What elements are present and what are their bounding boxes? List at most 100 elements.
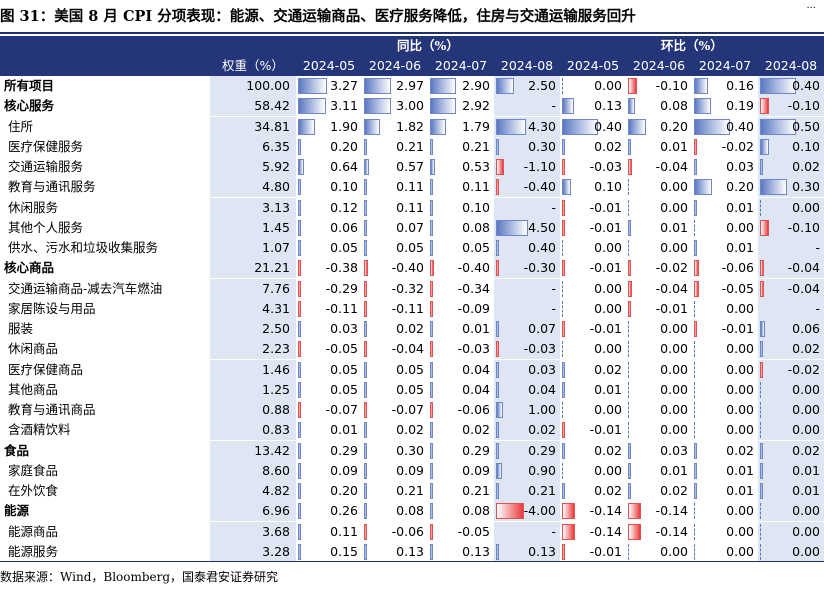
mom-cell: 0.00 [758, 379, 824, 400]
positive-databar [760, 381, 763, 398]
cell-value: 0.00 [594, 78, 622, 93]
row-label: 教育与通讯商品 [8, 402, 96, 417]
positive-databar [760, 462, 763, 479]
negative-databar [430, 523, 433, 540]
yoy-cell: 0.05 [362, 380, 428, 400]
cell-value: 0.06 [792, 321, 820, 336]
row-weight: 3.13 [210, 197, 296, 218]
yoy-cell: -0.07 [296, 400, 362, 420]
cell-value: 0.01 [330, 422, 358, 438]
mom-cell: 0.03 [626, 441, 692, 461]
cell-value: 0.09 [462, 462, 490, 478]
negative-databar [298, 300, 301, 317]
cell-value: 0.01 [792, 462, 820, 478]
cell-value: -0.32 [391, 280, 424, 296]
cell-value: 0.01 [726, 199, 754, 215]
positive-databar [364, 78, 391, 94]
positive-databar [694, 402, 697, 418]
cell-value: -0.40 [391, 260, 424, 276]
positive-databar [760, 159, 763, 175]
cell-value: 1.00 [528, 402, 556, 417]
positive-databar [628, 402, 631, 418]
negative-databar [298, 260, 302, 277]
yoy-cell: 0.07 [362, 218, 428, 238]
table-row: 交通运输服务 5.92 0.64 0.57 0.53 -1.10 -0.03 -0.04 0.0… [0, 157, 824, 177]
row-weight: 3.28 [210, 541, 296, 562]
row-label: 能源服务 [8, 543, 59, 559]
cell-value: 0.00 [594, 300, 622, 316]
mom-cell: -0.01 [560, 420, 626, 440]
cell-value: 0.05 [396, 381, 424, 397]
mom-cell: 0.02 [560, 441, 626, 461]
mom-cell: 0.02 [560, 481, 626, 501]
cell-value: 0.13 [528, 543, 556, 559]
positive-databar [760, 543, 763, 560]
page-corner-mark: ... [806, 0, 816, 11]
cell-value: -0.10 [787, 219, 820, 235]
cell-value: 0.08 [660, 98, 688, 114]
cell-value: 0.00 [660, 179, 688, 195]
positive-databar [694, 503, 697, 520]
table-row: 医疗保健商品 1.46 0.05 0.05 0.04 0.03 0.02 0.00 0.00 -0… [0, 359, 824, 380]
cell-value: 0.01 [726, 462, 754, 478]
table-row: 休闲服务 3.13 0.12 0.11 0.10 - -0.01 0.00 0.01 0.00 [0, 197, 824, 218]
yoy-cell: 2.50 [494, 76, 560, 96]
yoy-cell: 2.90 [428, 76, 494, 96]
positive-databar [628, 138, 631, 155]
positive-databar [562, 483, 565, 499]
header-month-mom-2024-07: 2024-07 [692, 56, 758, 76]
mom-cell: -0.10 [758, 217, 824, 238]
mom-cell: 0.00 [626, 360, 692, 380]
figure-title: 图 31：美国 8 月 CPI 分项表现：能源、交通运输商品、医疗服务降低，住房… [0, 8, 636, 25]
yoy-cell: 0.29 [296, 441, 362, 461]
mom-cell: -0.01 [560, 258, 626, 278]
table-row: 医疗保健服务 6.35 0.20 0.21 0.21 0.30 0.02 0.01 -0.02 0… [0, 136, 824, 157]
cell-value: 0.07 [396, 219, 424, 235]
positive-databar [496, 422, 499, 439]
positive-databar [430, 199, 433, 216]
mom-cell: 0.00 [626, 198, 692, 218]
positive-databar [496, 462, 503, 479]
table-row: 教育与通讯商品 0.88 -0.07 -0.07 -0.06 1.00 0.00 0.00 0.… [0, 400, 824, 420]
cell-value: 0.29 [330, 442, 358, 458]
positive-databar [760, 138, 769, 155]
yoy-cell: 0.30 [362, 441, 428, 461]
positive-databar [628, 199, 631, 216]
positive-databar [298, 422, 301, 439]
cell-value: 0.00 [792, 503, 820, 519]
cell-value: 0.20 [330, 483, 358, 498]
yoy-cell: -0.04 [362, 339, 428, 359]
row-label: 能源商品 [8, 523, 59, 539]
mom-cell: -0.02 [692, 137, 758, 157]
header-weight: 权重（%） [210, 56, 296, 76]
cell-value: -0.30 [523, 260, 556, 276]
cell-value: 0.29 [462, 442, 490, 458]
positive-databar [298, 219, 301, 236]
positive-databar [298, 78, 328, 94]
negative-databar [562, 260, 565, 277]
cell-value: 0.11 [462, 179, 490, 195]
positive-databar [430, 422, 433, 439]
mom-cell: 0.02 [560, 137, 626, 157]
cell-value: 0.19 [726, 98, 754, 114]
negative-databar [430, 260, 434, 277]
positive-databar [562, 179, 571, 196]
yoy-cell: -0.40 [362, 258, 428, 278]
negative-databar [496, 159, 504, 175]
mom-cell: 0.00 [758, 521, 824, 542]
yoy-cell: 0.21 [494, 481, 560, 501]
mom-cell: 0.01 [692, 198, 758, 218]
negative-databar [496, 260, 499, 277]
positive-databar [628, 240, 631, 256]
header-label-blank [0, 56, 210, 76]
mom-cell: 0.00 [758, 420, 824, 441]
mom-cell: 0.08 [626, 96, 692, 116]
cell-value: -0.06 [721, 260, 754, 276]
cell-value: -0.03 [523, 341, 556, 357]
positive-databar [298, 240, 301, 256]
mom-cell: 0.00 [692, 380, 758, 400]
row-label: 交通运输服务 [8, 159, 84, 174]
row-label: 含酒精饮料 [8, 422, 71, 438]
mom-cell: 0.00 [758, 197, 824, 218]
cell-value: 0.02 [792, 341, 820, 357]
